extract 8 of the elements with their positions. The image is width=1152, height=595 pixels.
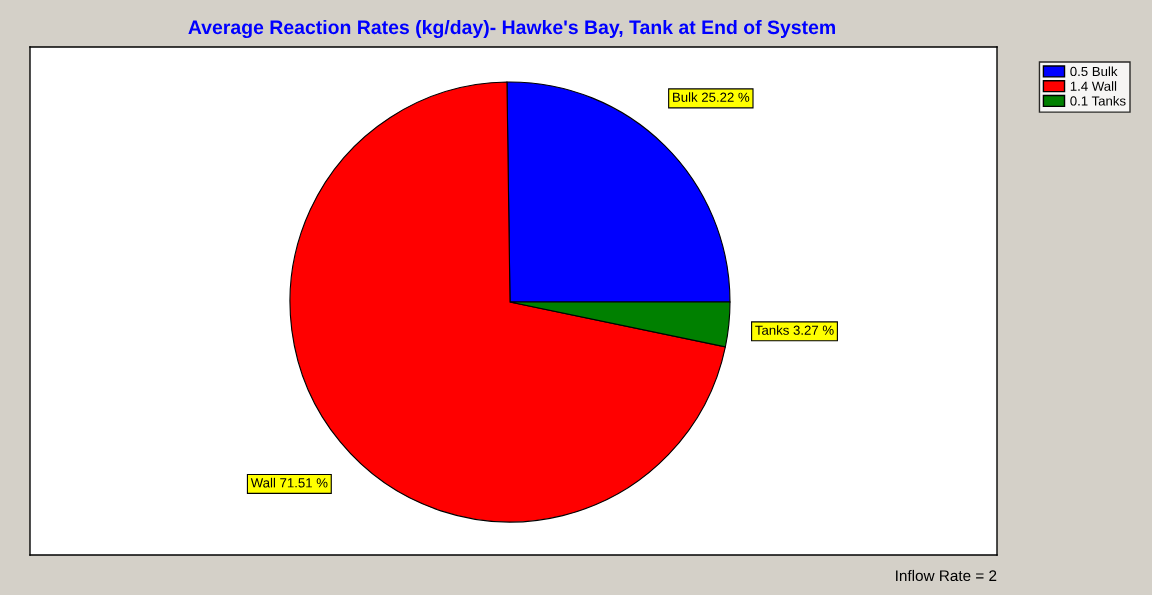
legend-label: 1.4 Wall [1070,81,1117,91]
data-label: Wall 71.51 % [250,477,328,488]
legend-label: 0.5 Bulk [1070,66,1118,77]
text: Inflow Rate = 2 [896,569,997,582]
chart-title: Average Reaction Rates (kg/day)- Hawke's Bay, Tank at End of System [188,19,835,39]
data-label: Bulk 25.22 % [673,92,750,102]
legend-label: 0.1 Tanks [1070,95,1126,106]
data-label: Tanks 3.27 % [755,325,834,335]
